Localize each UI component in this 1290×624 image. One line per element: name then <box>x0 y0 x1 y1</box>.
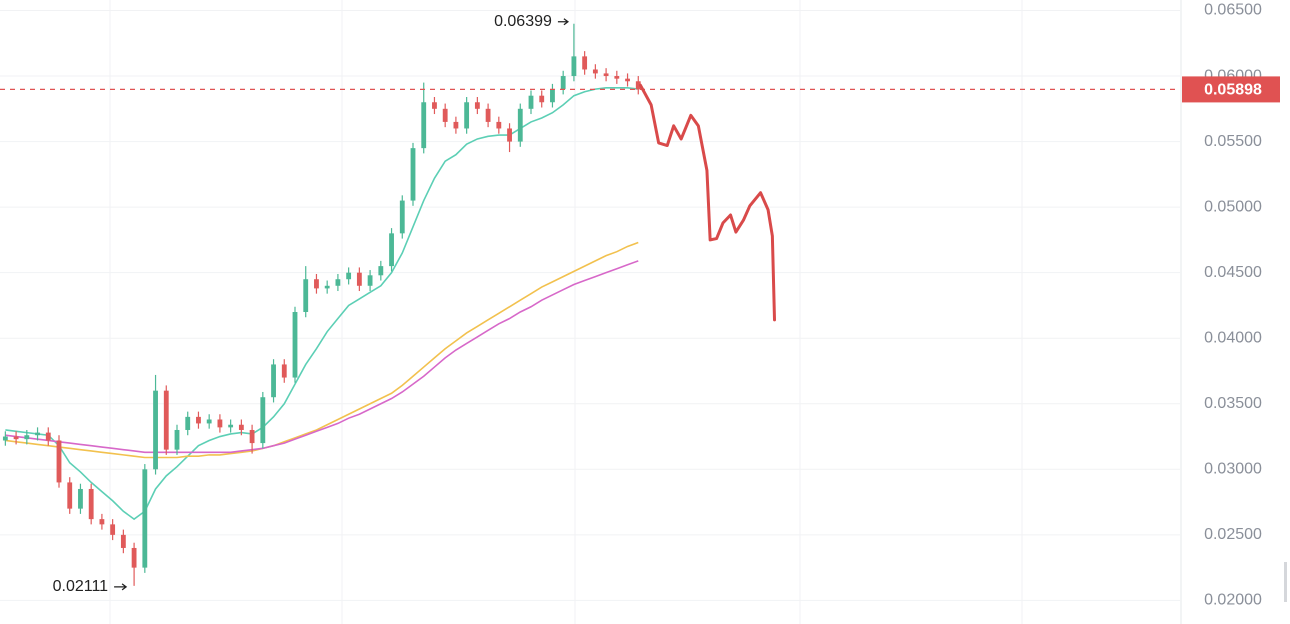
candle-body <box>560 76 566 90</box>
candle-body <box>131 547 137 568</box>
candle-body <box>335 279 341 286</box>
candle-body <box>271 364 276 398</box>
current-price-label: 0.05898 <box>1204 82 1262 99</box>
candle-body <box>485 108 491 122</box>
candle-body <box>260 397 266 444</box>
moving-average-line <box>5 260 639 454</box>
candle-body <box>142 469 148 568</box>
y-tick-label: 0.02500 <box>1204 526 1262 543</box>
candle-body <box>496 121 502 129</box>
candle-body <box>592 69 598 74</box>
candle-body <box>399 200 405 234</box>
candle-body <box>378 266 384 276</box>
candle-body <box>88 488 94 520</box>
annotation-arrow <box>114 583 128 591</box>
candle-body <box>625 78 630 82</box>
annotation-arrow <box>557 18 569 26</box>
candle-body <box>367 275 373 286</box>
candle-body <box>421 102 427 149</box>
y-tick-label: 0.06500 <box>1204 2 1262 19</box>
candle-body <box>35 432 40 436</box>
projection-line <box>638 83 777 322</box>
candle-body <box>196 416 201 424</box>
candle-body <box>582 56 588 70</box>
candle-body <box>389 233 394 267</box>
candle-body <box>228 424 234 428</box>
candle-body <box>185 416 191 430</box>
candle-body <box>45 432 51 441</box>
y-tick-label: 0.04500 <box>1204 264 1262 281</box>
candle-body <box>281 364 287 378</box>
candle-body <box>442 108 448 122</box>
candle-body <box>603 73 609 77</box>
y-tick-label: 0.03000 <box>1204 461 1262 478</box>
candle-body <box>571 56 577 77</box>
y-tick-label: 0.05500 <box>1204 133 1262 150</box>
candle-body <box>635 81 641 90</box>
candle-body <box>206 419 212 424</box>
candle-body <box>13 436 19 440</box>
candle-body <box>67 482 73 509</box>
y-tick-label: 0.04000 <box>1204 329 1262 346</box>
candle-body <box>410 148 416 201</box>
candle-body <box>517 108 523 142</box>
candle-body <box>110 524 116 535</box>
candle-body <box>120 534 126 548</box>
candle-body <box>163 390 169 450</box>
candle-body <box>550 89 555 103</box>
y-tick-label: 0.05000 <box>1204 198 1262 215</box>
candle-body <box>464 102 470 129</box>
candle-body <box>56 440 62 483</box>
candle-body <box>2 436 8 441</box>
low-annotation: 0.02111 <box>53 578 109 595</box>
candle-body <box>432 102 437 109</box>
candle-body <box>78 488 83 509</box>
candle-body <box>217 419 223 428</box>
candle-body <box>614 76 620 79</box>
candle-body <box>303 279 309 312</box>
candle-body <box>324 285 330 289</box>
candle-body <box>453 121 459 129</box>
moving-average-line <box>5 87 639 521</box>
candle-body <box>153 390 158 470</box>
y-tick-label: 0.03500 <box>1204 395 1262 412</box>
candle-body <box>249 429 255 444</box>
candle-body <box>24 435 30 440</box>
current-price-badge <box>1182 76 1280 103</box>
candle-body <box>346 272 352 280</box>
scrollbar <box>1284 562 1287 602</box>
candle-body <box>528 95 534 109</box>
y-tick-label: 0.02000 <box>1204 592 1262 609</box>
candle-body <box>474 102 480 109</box>
candle-body <box>539 95 545 103</box>
high-annotation: 0.06399 <box>494 13 552 30</box>
grid <box>109 0 1023 624</box>
candle-body <box>356 272 362 286</box>
moving-average-line <box>5 241 639 459</box>
candle-body <box>99 519 105 525</box>
candle-body <box>507 128 512 142</box>
candle-body <box>314 279 319 289</box>
candle-body <box>238 424 244 430</box>
candle-body <box>292 312 298 378</box>
candle-body <box>174 429 180 450</box>
